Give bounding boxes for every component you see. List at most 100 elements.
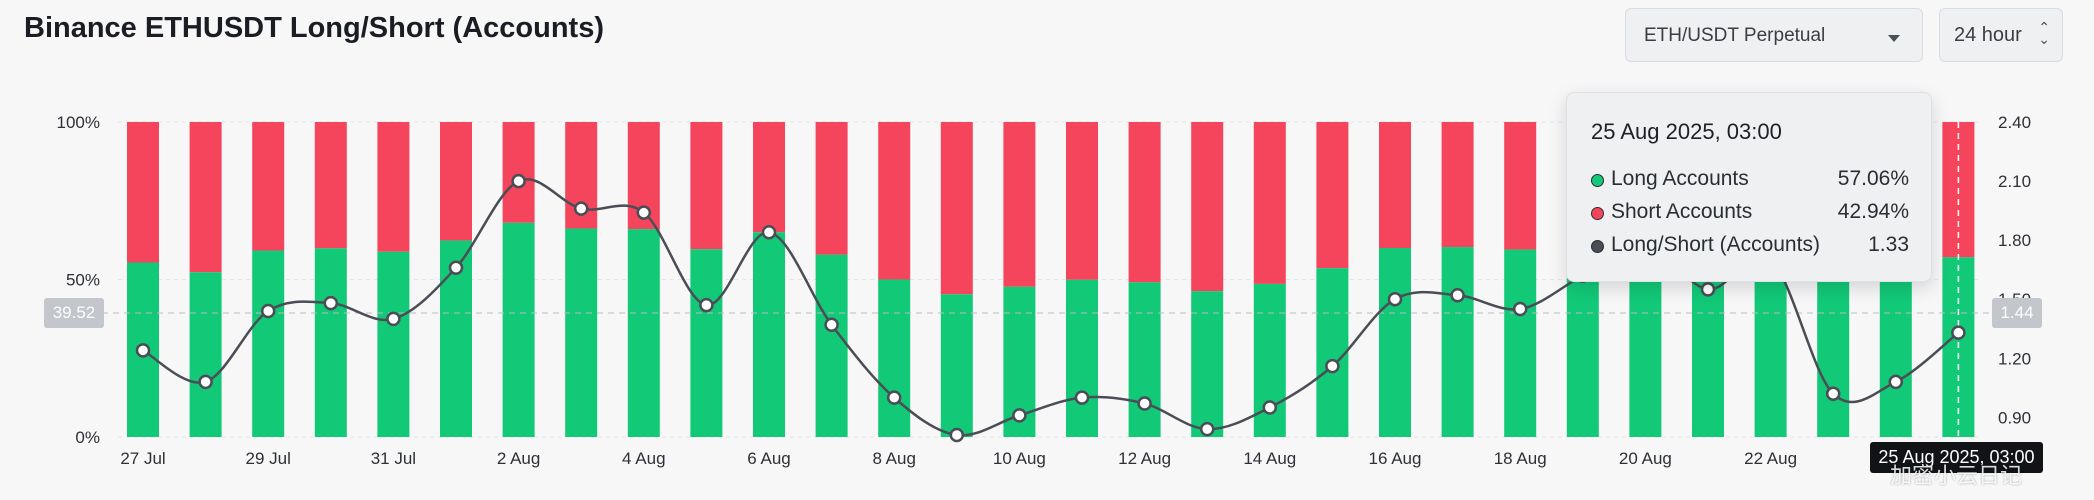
period-select-value: 24 hour — [1954, 24, 2022, 46]
ratio-point — [135, 343, 151, 358]
long-bar — [1379, 248, 1411, 437]
x-tick-label: 14 Aug — [1243, 449, 1296, 468]
short-dot-icon — [1591, 207, 1604, 220]
short-bar — [440, 122, 472, 241]
x-tick-label: 4 Aug — [622, 449, 666, 468]
tooltip-title: 25 Aug 2025, 03:00 — [1591, 119, 1782, 144]
crosshair-date-label: 25 Aug 2025, 03:00 — [1870, 442, 2043, 473]
y-right-tick-label: 0.90 — [1998, 408, 2031, 427]
ratio-point — [1825, 386, 1841, 401]
short-bar — [377, 122, 410, 252]
long-bar — [1191, 291, 1224, 437]
ratio-point — [573, 201, 589, 216]
ratio-dot-icon — [1591, 240, 1604, 253]
long-bar — [1879, 260, 1912, 437]
crosshair-left-badge: 39.52 — [44, 298, 104, 328]
y-right-tick-label: 2.40 — [1998, 113, 2031, 132]
ratio-point — [1012, 408, 1027, 423]
long-bar — [1066, 279, 1098, 437]
x-tick-label: 31 Jul — [371, 449, 416, 468]
short-bar — [1003, 122, 1036, 287]
ratio-point — [949, 427, 965, 443]
ratio-point — [448, 260, 464, 275]
long-dot-icon — [1591, 174, 1604, 187]
ratio-point — [386, 311, 401, 327]
short-bar — [1316, 122, 1349, 269]
ratio-point — [1137, 396, 1152, 411]
long-bar — [1128, 282, 1161, 437]
long-bar — [252, 250, 285, 437]
long-bar — [878, 279, 911, 437]
short-bar — [502, 122, 535, 223]
x-tick-label: 27 Jul — [120, 449, 165, 468]
market-select[interactable]: ETH/USDT Perpetual — [1625, 8, 1923, 62]
ratio-point — [1951, 325, 1966, 340]
long-bar — [815, 254, 848, 437]
chevron-down-icon — [1888, 35, 1900, 42]
long-bar — [502, 222, 535, 437]
short-bar — [690, 122, 723, 250]
y-left-tick-label: 50% — [66, 271, 100, 290]
short-bar — [1504, 122, 1537, 250]
x-tick-label: 20 Aug — [1619, 449, 1672, 468]
short-bar — [878, 122, 911, 280]
period-select[interactable]: 24 hour ⌃ ⌄ — [1939, 8, 2063, 62]
tooltip-row-value: 1.33 — [1868, 233, 1909, 256]
tooltip-row-label: Long Accounts — [1611, 167, 1749, 190]
tooltip-row-ratio: Long/Short (Accounts) 1.33 — [1591, 233, 1909, 261]
ratio-point — [1262, 400, 1278, 415]
long-bar — [189, 272, 222, 437]
tooltip-row-short: Short Accounts 42.94% — [1591, 200, 1909, 228]
x-tick-label: 6 Aug — [747, 449, 791, 468]
long-bar — [377, 251, 410, 437]
long-bar — [940, 294, 973, 437]
tooltip-row-long: Long Accounts 57.06% — [1591, 167, 1909, 195]
crosshair-right-badge: 1.44 — [1992, 298, 2042, 328]
long-bar — [690, 249, 723, 437]
ratio-point — [886, 390, 902, 405]
long-bar — [1504, 249, 1537, 437]
ratio-point — [260, 303, 276, 319]
short-bar — [1441, 122, 1474, 248]
ratio-point — [1700, 282, 1716, 297]
long-bar — [1817, 266, 1850, 437]
long-bar — [1441, 247, 1474, 437]
ratio-point — [323, 295, 339, 311]
long-bar — [627, 229, 660, 437]
ratio-point — [1387, 291, 1403, 307]
ratio-point — [761, 225, 777, 240]
short-bar — [940, 122, 973, 295]
long-bar — [565, 228, 598, 437]
ratio-point — [824, 317, 839, 333]
short-bar — [753, 122, 785, 233]
ratio-point — [198, 374, 213, 390]
market-select-value: ETH/USDT Perpetual — [1644, 25, 1826, 46]
short-bar — [1379, 122, 1411, 248]
short-bar — [1253, 122, 1286, 284]
chart-tooltip: 25 Aug 2025, 03:00 Long Accounts 57.06% … — [1566, 92, 1932, 282]
x-tick-label: 18 Aug — [1494, 449, 1547, 468]
long-bar — [314, 248, 347, 437]
page-title: Binance ETHUSDT Long/Short (Accounts) — [24, 12, 604, 44]
short-bar — [1191, 122, 1224, 292]
ratio-point — [1325, 358, 1340, 374]
ratio-point — [1074, 390, 1090, 405]
x-tick-label: 10 Aug — [993, 449, 1046, 468]
ratio-point — [511, 173, 526, 189]
ratio-point — [1199, 421, 1215, 437]
ratio-point — [636, 205, 652, 220]
watermark: 加密小云日记 — [1890, 463, 2023, 488]
short-bar — [314, 122, 347, 249]
x-tick-label: 16 Aug — [1369, 449, 1422, 468]
y-right-tick-label: 2.10 — [1998, 172, 2031, 191]
short-bar — [815, 122, 848, 255]
short-bar — [1128, 122, 1161, 283]
short-bar — [189, 122, 222, 273]
short-bar — [127, 122, 159, 263]
y-left-tick-label: 100% — [57, 113, 100, 132]
ratio-point — [1888, 374, 1904, 390]
long-bar — [753, 232, 785, 437]
x-tick-label: 22 Aug — [1744, 449, 1797, 468]
long-bar — [1316, 268, 1349, 437]
tooltip-row-label: Long/Short (Accounts) — [1611, 233, 1820, 256]
